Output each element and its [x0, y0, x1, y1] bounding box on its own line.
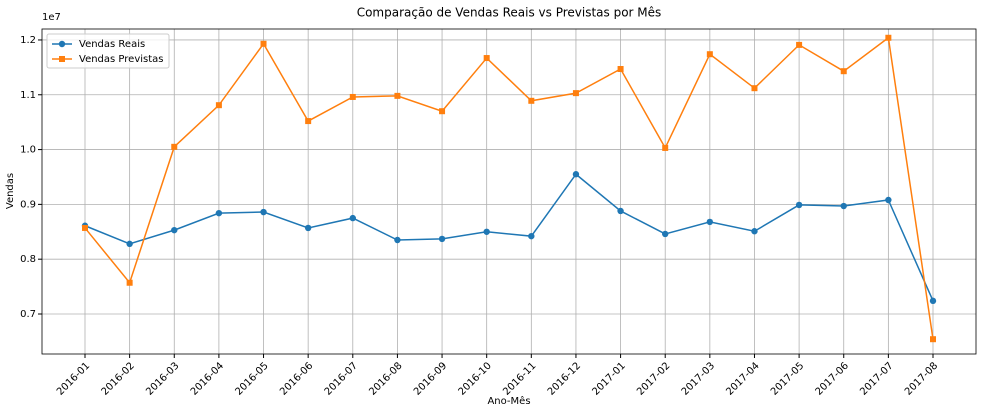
y-tick-label: 0.7: [20, 309, 36, 320]
marker: [929, 297, 937, 305]
marker: [483, 55, 490, 62]
marker: [215, 209, 223, 217]
x-tick-label: 2017-03: [680, 360, 717, 397]
marker: [796, 41, 803, 48]
x-tick-label: 2016-04: [189, 360, 226, 397]
x-tick-label: 2016-08: [367, 360, 404, 397]
marker: [572, 171, 580, 178]
marker: [394, 92, 401, 99]
marker: [572, 90, 579, 97]
marker: [528, 97, 535, 104]
marker: [126, 240, 133, 248]
y-axis-label: Vendas: [5, 173, 16, 209]
marker: [885, 34, 892, 41]
legend-marker: [58, 40, 66, 48]
x-tick-label: 2017-06: [814, 360, 851, 397]
x-tick-label: 2016-06: [278, 360, 315, 397]
x-tick-label: 2017-05: [769, 360, 806, 397]
marker: [82, 224, 88, 231]
legend-label: Vendas Previstas: [79, 54, 163, 65]
marker: [706, 51, 713, 58]
marker: [840, 68, 847, 75]
x-tick-label: 2017-08: [903, 360, 940, 397]
marker: [260, 208, 267, 216]
marker: [305, 118, 312, 125]
x-tick-label: 2016-10: [457, 360, 494, 397]
legend-marker: [59, 56, 65, 62]
marker: [171, 143, 178, 150]
x-tick-label: 2016-03: [144, 360, 181, 397]
marker: [930, 336, 936, 343]
y-tick-label: 1.0: [20, 145, 36, 156]
marker: [483, 228, 490, 235]
marker: [662, 230, 669, 238]
marker: [171, 226, 178, 234]
marker: [349, 214, 356, 222]
marker: [260, 40, 267, 47]
y-offset-label: 1e7: [42, 12, 61, 23]
marker: [439, 108, 446, 115]
x-tick-label: 2017-02: [635, 360, 672, 397]
series-line: [84, 173, 934, 302]
marker: [662, 144, 669, 151]
marker: [706, 218, 714, 226]
marker: [885, 196, 892, 204]
legend-box: [46, 33, 170, 69]
marker: [751, 85, 758, 92]
x-tick-label: 2016-05: [233, 360, 270, 397]
x-tick-label: 2016-11: [501, 360, 538, 397]
x-tick-label: 2016-12: [546, 360, 583, 397]
plot-frame: [41, 28, 977, 355]
x-tick-label: 2017-01: [590, 360, 627, 397]
series-line: [84, 36, 934, 340]
y-tick-label: 1.2: [20, 35, 36, 46]
marker: [215, 102, 222, 109]
marker: [126, 279, 133, 286]
y-tick-label: 0.8: [20, 254, 36, 265]
marker: [840, 202, 847, 210]
marker: [394, 236, 401, 244]
marker: [304, 224, 312, 232]
y-tick-label: 0.9: [20, 199, 36, 210]
marker: [617, 66, 624, 73]
x-tick-label: 2016-07: [323, 360, 360, 397]
x-tick-label: 2016-09: [412, 360, 449, 397]
marker: [795, 201, 803, 209]
marker: [751, 228, 758, 235]
marker: [349, 93, 356, 100]
y-tick-label: 1.1: [20, 90, 36, 101]
x-tick-label: 2017-04: [724, 360, 761, 397]
marker: [528, 232, 535, 240]
x-tick-label: 2016-02: [100, 360, 137, 397]
x-tick-label: 2016-01: [55, 360, 92, 397]
marker: [438, 235, 446, 243]
legend-label: Vendas Reais: [79, 39, 145, 50]
chart-title: Comparação de Vendas Reais vs Previstas …: [357, 6, 662, 20]
x-tick-label: 2017-07: [858, 360, 895, 397]
x-axis-label: Ano-Mês: [487, 395, 530, 406]
marker: [617, 207, 624, 215]
